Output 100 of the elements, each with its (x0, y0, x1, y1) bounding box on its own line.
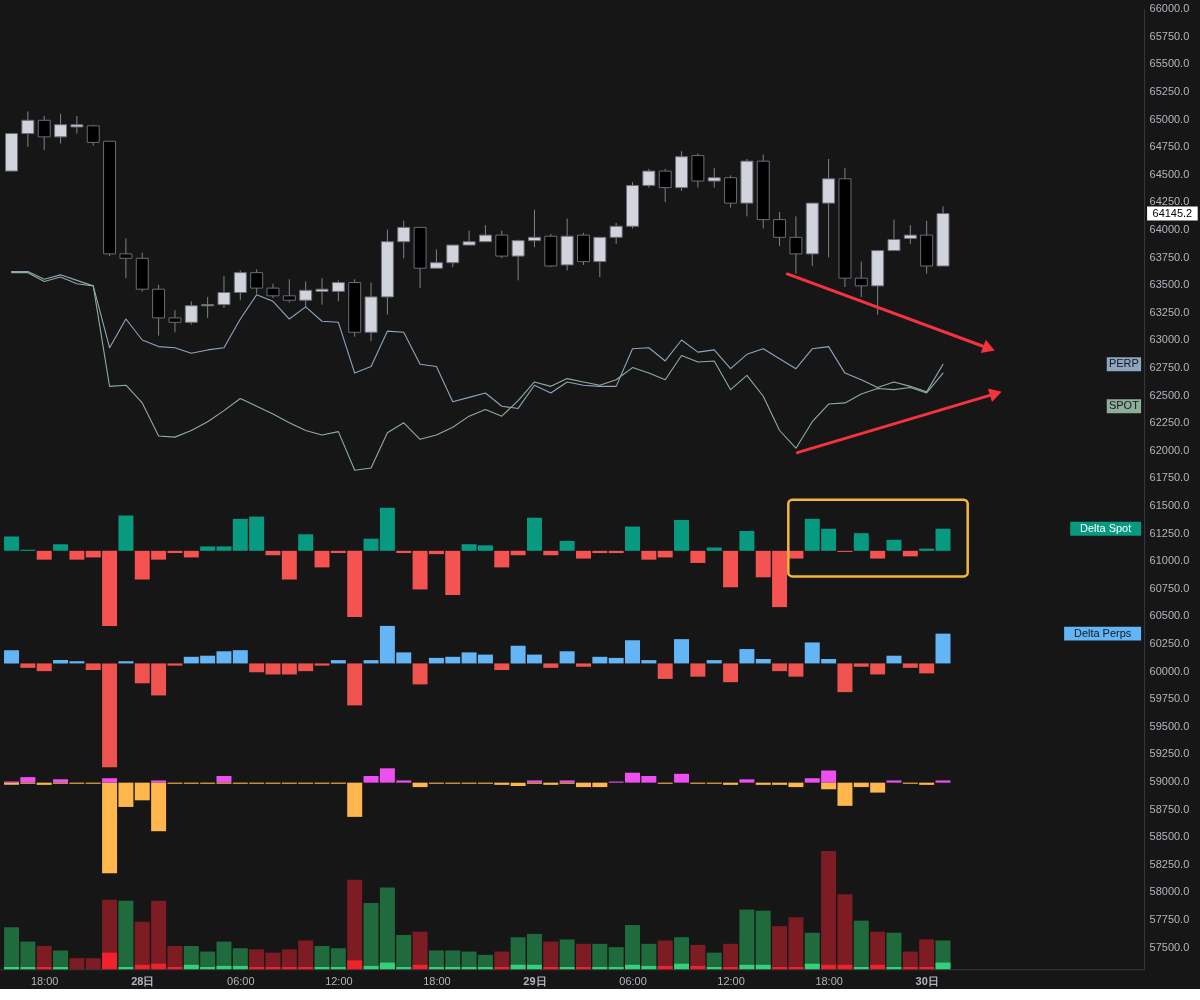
bar (886, 932, 902, 970)
bar (412, 663, 428, 685)
y-tick-label: 63250.0 (1149, 305, 1190, 318)
bar (723, 663, 739, 683)
x-tick-label: 18:00 (423, 974, 451, 987)
bar (249, 663, 265, 673)
bar (706, 967, 722, 970)
candlestick (854, 261, 868, 298)
bar (902, 550, 918, 557)
candlestick (609, 222, 623, 245)
bar (886, 780, 902, 783)
y-tick-label: 64500.0 (1149, 167, 1190, 180)
bar (592, 656, 608, 664)
bar (690, 550, 706, 563)
bar (706, 660, 722, 664)
bar (347, 960, 363, 970)
x-tick-label: 28日 (131, 974, 155, 987)
candlestick (54, 113, 68, 144)
bar (249, 949, 265, 970)
bar (559, 651, 575, 664)
bar (183, 550, 199, 558)
bar (69, 958, 85, 970)
bar (674, 773, 690, 783)
bar (657, 550, 673, 558)
candlestick (773, 211, 787, 247)
bar (559, 540, 575, 551)
y-tick-label: 64250.0 (1149, 195, 1190, 208)
bar (935, 528, 951, 551)
bar (53, 544, 69, 551)
bar (690, 965, 706, 970)
candlestick (315, 277, 329, 306)
x-tick-label: 12:00 (717, 974, 745, 987)
bar (494, 550, 510, 568)
bar (755, 964, 771, 970)
bar (886, 539, 902, 551)
y-tick-label: 60750.0 (1149, 581, 1190, 594)
bar (232, 650, 248, 664)
y-tick-label: 58250.0 (1149, 857, 1190, 870)
bar (739, 964, 755, 970)
y-tick-label: 62500.0 (1149, 388, 1190, 401)
y-tick-label: 63000.0 (1149, 333, 1190, 346)
candlestick (495, 230, 509, 259)
x-tick-label: 29日 (523, 974, 547, 987)
text: SPOT (1108, 399, 1140, 412)
y-tick-label: 57750.0 (1149, 913, 1190, 926)
bar (85, 958, 101, 970)
bar (853, 533, 869, 551)
y-tick-label: 62250.0 (1149, 416, 1190, 429)
bar (641, 550, 657, 560)
candlestick (658, 168, 672, 203)
bar (870, 964, 886, 970)
bar (281, 550, 297, 580)
bar (102, 952, 118, 970)
bar (151, 780, 167, 783)
y-tick-label: 58500.0 (1149, 830, 1190, 843)
bar (657, 965, 673, 970)
bar (592, 967, 608, 970)
candlestick (250, 268, 264, 295)
bar (118, 900, 134, 970)
text: PERP (1108, 357, 1139, 370)
bar (919, 548, 935, 551)
candlestick (642, 168, 656, 189)
text: Delta Spot (1080, 521, 1132, 534)
bar (494, 967, 510, 970)
bar (853, 920, 869, 970)
bar (755, 659, 771, 664)
x-tick-label: 30日 (915, 974, 939, 987)
y-tick-label: 61000.0 (1149, 554, 1190, 567)
bar (249, 967, 265, 970)
line-series (10, 272, 944, 471)
y-tick-label: 62000.0 (1149, 443, 1190, 456)
bar (706, 547, 722, 551)
bar (396, 550, 412, 554)
bar (723, 967, 739, 970)
bar (232, 965, 248, 970)
bar (36, 550, 52, 560)
bar (314, 663, 330, 666)
text: Delta Perps (1073, 626, 1132, 639)
bar (935, 780, 951, 783)
candlestick (282, 278, 296, 303)
bar (4, 650, 20, 664)
x-tick-label: 12:00 (325, 974, 353, 987)
bar (559, 967, 575, 970)
bar (36, 946, 52, 970)
candlestick (70, 115, 84, 135)
y-tick-label: 64000.0 (1149, 223, 1190, 236)
bar (625, 526, 640, 551)
candlestick (233, 269, 247, 301)
candlestick (217, 275, 231, 309)
line-series (10, 270, 944, 409)
candlestick (331, 279, 345, 302)
x-tick-label: 18:00 (30, 974, 59, 987)
bar (347, 663, 363, 706)
candlestick (511, 239, 525, 281)
y-tick-label: 59000.0 (1149, 775, 1190, 788)
bar (330, 660, 346, 664)
bar (723, 943, 739, 970)
bar (935, 633, 951, 664)
y-tick-label: 58000.0 (1149, 885, 1190, 898)
candlestick (707, 167, 721, 189)
